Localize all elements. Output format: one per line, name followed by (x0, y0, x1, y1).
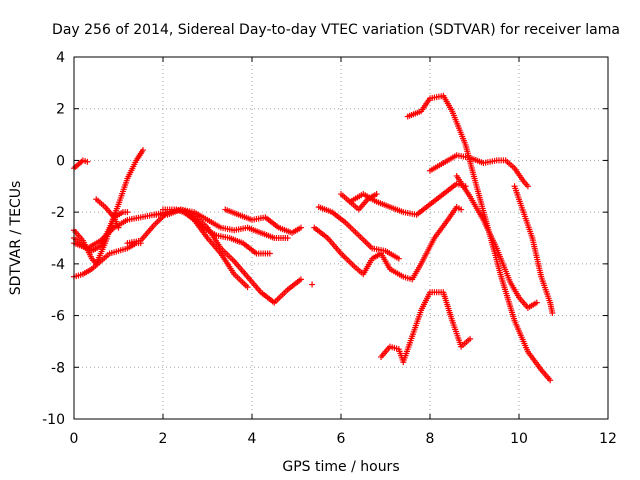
y-tick-label: 2 (56, 102, 65, 118)
series-arc-9 (160, 206, 273, 257)
series-arc-15 (338, 191, 380, 213)
chart-title: Day 256 of 2014, Sidereal Day-to-day VTE… (52, 22, 620, 38)
data-point (244, 284, 251, 291)
data-point (524, 183, 531, 190)
data-point (139, 147, 146, 154)
series-arc-19 (511, 183, 556, 316)
series-arc-1 (71, 157, 91, 172)
x-tick-label: 6 (337, 431, 346, 447)
x-tick-label: 4 (248, 431, 257, 447)
series-arc-17 (427, 152, 531, 190)
data-point (84, 158, 91, 165)
y-tick-label: -6 (51, 309, 65, 325)
data-point (547, 377, 554, 384)
x-tick-label: 2 (159, 431, 168, 447)
series-arc-5 (71, 209, 131, 267)
x-tick-label: 8 (426, 431, 435, 447)
series-arc-16 (404, 92, 554, 384)
data-point (373, 191, 380, 198)
y-axis-label: SDTVAR / TECUs (8, 181, 24, 296)
series-arc-6 (93, 196, 122, 231)
y-tick-label: 0 (56, 153, 65, 169)
series-arc-4 (71, 206, 291, 252)
x-tick-label: 12 (599, 431, 617, 447)
y-tick-label: -2 (51, 205, 65, 221)
series-arc-8 (151, 206, 304, 306)
y-tick-label: -10 (42, 412, 65, 428)
data-point (266, 250, 273, 257)
data-point (309, 281, 316, 288)
y-tick-label: -8 (51, 360, 65, 376)
data-point (297, 224, 304, 231)
data-point (124, 209, 131, 216)
axis-ticks: 0 2 4 6 8 10 12 -10 -8 -6 -4 -2 0 2 4 (42, 50, 617, 447)
y-tick-label: -4 (51, 257, 65, 273)
x-tick-label: 10 (510, 431, 528, 447)
data-point (284, 235, 291, 241)
series-arc-13 (311, 203, 465, 283)
grid-lines (74, 57, 608, 419)
data-point (467, 335, 474, 342)
data-point (458, 206, 465, 213)
series-arc-18 (453, 172, 540, 311)
series-arc-10 (222, 206, 304, 236)
series-arc-20 (378, 289, 474, 366)
x-tick-label: 0 (70, 431, 79, 447)
data-point (395, 255, 402, 262)
x-axis-label: GPS time / hours (282, 459, 399, 475)
data-point (533, 299, 540, 306)
y-tick-label: 4 (56, 50, 65, 66)
data-points (71, 92, 556, 384)
series-arc-11 (309, 281, 316, 288)
data-point (115, 224, 122, 231)
data-point (297, 276, 304, 283)
data-point (549, 309, 556, 316)
series-arc-12 (315, 203, 402, 262)
